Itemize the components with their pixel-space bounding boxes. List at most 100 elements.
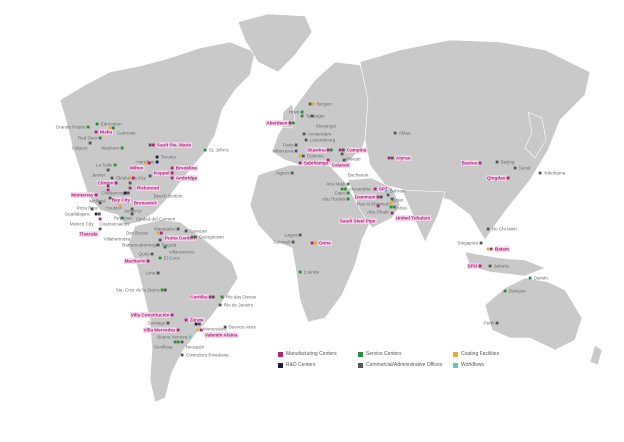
location-st-john-s[interactable]: St. John's bbox=[203, 148, 230, 153]
location-bay-city[interactable]: Bay City bbox=[106, 188, 131, 203]
location-guadalajara[interactable]: Guadalajara bbox=[64, 207, 94, 217]
location-z-rate[interactable]: Zárate bbox=[184, 318, 204, 323]
location-ho-chi-minh[interactable]: Ho Chi Minh bbox=[486, 227, 518, 232]
location-amsterdam[interactable]: Amsterdam bbox=[302, 132, 332, 137]
location-rickmond[interactable]: Rickmond bbox=[128, 176, 160, 191]
location-neuqu-n[interactable]: Neuquén bbox=[180, 340, 205, 350]
location-tananger[interactable]: Tananger bbox=[300, 114, 326, 119]
location-rio-de-janeiro[interactable]: Rio de Janeiro bbox=[218, 303, 254, 308]
location-villa-mercedes[interactable]: Villa Mercedes bbox=[144, 328, 180, 333]
location-bergen[interactable]: Bergen bbox=[308, 102, 332, 107]
location-villanueva[interactable]: Villanueva bbox=[272, 149, 298, 154]
location-brookline[interactable]: Brookline bbox=[170, 166, 198, 171]
location-atyrau[interactable]: Atyrau bbox=[387, 156, 411, 161]
location-montevideo[interactable]: Montevideo bbox=[194, 322, 227, 332]
location-campina[interactable]: Campina bbox=[338, 148, 367, 153]
location-baotou[interactable]: Baotou bbox=[462, 161, 482, 166]
location-dubai[interactable]: Dubai bbox=[389, 201, 407, 211]
location-georgetown[interactable]: Georgetown bbox=[190, 235, 225, 240]
location-ambridge[interactable]: Ambridge bbox=[170, 176, 198, 181]
location-poza-rica[interactable]: Poza Rica bbox=[77, 201, 102, 211]
location-beijing[interactable]: Beijing bbox=[495, 160, 515, 165]
location-hove[interactable]: Hove bbox=[289, 110, 304, 115]
location-spt[interactable]: SPT bbox=[373, 187, 388, 192]
location-sta-cruz-de-la-sierra[interactable]: Sta. Cruz de la Sierra bbox=[116, 288, 167, 293]
location-qingdao[interactable]: Qingdao bbox=[487, 176, 510, 181]
location-punta-card-n[interactable]: Punta Cardón bbox=[156, 231, 196, 241]
location-rio-das-ostras[interactable]: Rio das Ostras bbox=[220, 295, 257, 300]
location-qatar[interactable]: Qatar bbox=[386, 193, 404, 203]
location-curitiba[interactable]: Curitiba bbox=[190, 295, 215, 300]
location-brunswick[interactable]: Brunswick bbox=[128, 186, 158, 206]
location-abu-rudeis[interactable]: Abu Rudeis bbox=[322, 197, 350, 202]
location-weyburn[interactable]: Weyburn bbox=[101, 146, 124, 151]
location-barrancabermeja[interactable]: Barrancabermeja bbox=[122, 238, 162, 248]
location-sabi-nigo[interactable]: Sabiñánigo bbox=[298, 161, 329, 166]
location-maracaibo[interactable]: Maracaibo bbox=[154, 227, 180, 232]
location-cairo[interactable]: Cairo bbox=[335, 191, 350, 196]
location-camrose[interactable]: Camrose bbox=[108, 126, 136, 136]
location-onne[interactable]: Onne bbox=[310, 241, 331, 246]
location-spij[interactable]: SPIJ bbox=[468, 264, 482, 269]
location-dammam[interactable]: Dammam bbox=[355, 195, 383, 200]
location-luanda[interactable]: Luanda bbox=[298, 270, 320, 275]
location-bogot-[interactable]: Bogotá bbox=[156, 243, 177, 248]
location-luxembourg[interactable]: Luxembourg bbox=[304, 138, 336, 143]
location-dos-bocas[interactable]: Dos Bocas bbox=[120, 216, 149, 236]
location-clinton[interactable]: Clinton bbox=[98, 181, 118, 186]
location-sault-ste-marie[interactable]: Sault Ste. Marie bbox=[148, 143, 192, 148]
location-nisku[interactable]: Nisku bbox=[94, 130, 113, 135]
location-villa-constituci-n[interactable]: Villa Constitución bbox=[131, 313, 174, 318]
location-lima[interactable]: Lima bbox=[146, 271, 160, 276]
location-dampier[interactable]: Dampier bbox=[503, 289, 527, 294]
location-bahrain[interactable]: Bahrain bbox=[384, 189, 406, 194]
location-batam[interactable]: Batam bbox=[486, 247, 509, 252]
location-senillosa[interactable]: Senillosa bbox=[154, 340, 180, 350]
location-monterrey[interactable]: Monterrey bbox=[71, 193, 98, 198]
location-algiers[interactable]: Algiers bbox=[275, 171, 294, 176]
location-buena-ventura[interactable]: Buena Ventura bbox=[157, 335, 192, 340]
location-coatzacoalcos[interactable]: Coatzacoalcos bbox=[99, 212, 134, 227]
location-ras-al-khaimah[interactable]: Ras Al Khaimah bbox=[357, 197, 394, 207]
location-santiago[interactable]: Santiago bbox=[147, 321, 170, 326]
location-aberdeen[interactable]: Aberdeen bbox=[266, 121, 295, 126]
location-buenos-aires[interactable]: Buenos Aires bbox=[223, 325, 257, 330]
location-calgary[interactable]: Calgary bbox=[72, 141, 92, 151]
location-skawina[interactable]: Skawina bbox=[307, 148, 333, 153]
location-koppel[interactable]: Koppel bbox=[154, 171, 174, 176]
location-bucharest[interactable]: Bucharest bbox=[342, 158, 369, 178]
location-stavanger[interactable]: Stavanger bbox=[310, 114, 337, 129]
location-alexandria[interactable]: Alexandria bbox=[340, 187, 371, 192]
location-milton[interactable]: Milton bbox=[130, 161, 151, 171]
location-la-salle[interactable]: La Salle bbox=[96, 163, 117, 168]
location-mexico-city[interactable]: Mexico City bbox=[70, 212, 101, 227]
location-caracas[interactable]: Caracas bbox=[184, 229, 208, 234]
location-beech-bottom[interactable]: Beech Bottom bbox=[148, 174, 183, 199]
location-takoradi[interactable]: Takoradi bbox=[273, 240, 295, 245]
location-grande-prairie[interactable]: Grande Prairie bbox=[56, 125, 90, 130]
location-united-tubulars[interactable]: United Tubulars bbox=[390, 211, 431, 221]
location-machachi[interactable]: Machachi bbox=[125, 259, 150, 264]
location-lagos[interactable]: Lagos bbox=[285, 233, 302, 238]
location-darwin[interactable]: Darwin bbox=[528, 276, 549, 281]
location-calarasi[interactable]: Calarasi bbox=[326, 158, 350, 168]
location-el-coca[interactable]: El Coca bbox=[158, 256, 181, 261]
location-oklahoma-city[interactable]: Oklahoma City bbox=[110, 176, 147, 181]
location-valent-n-alsina[interactable]: Valentín Alsina bbox=[196, 328, 238, 338]
location-abu-dhabi[interactable]: Abu Dhabi bbox=[367, 205, 396, 215]
location-paris[interactable]: Paris bbox=[283, 143, 298, 148]
location-ploie-ti[interactable]: Ploiești bbox=[340, 152, 361, 162]
location-comodoro-rivadavia[interactable]: Comodoro Rivadavia bbox=[180, 353, 229, 358]
location-midland[interactable]: Midland bbox=[89, 184, 110, 204]
location-singapore[interactable]: Singapore bbox=[458, 241, 483, 246]
location-dalmine[interactable]: Dalmine bbox=[298, 154, 324, 159]
location-villavicencio[interactable]: Villavicencio bbox=[163, 245, 195, 255]
location-abu-madi[interactable]: Abu Madi bbox=[326, 182, 350, 187]
location-aktau[interactable]: Aktau bbox=[393, 131, 411, 136]
location-red-deer[interactable]: Red Deer bbox=[78, 136, 102, 141]
location-yokohama[interactable]: Yokohama bbox=[538, 171, 566, 176]
location-seoul[interactable]: Seoul bbox=[513, 166, 531, 171]
location-tlaxcala[interactable]: Tlaxcala bbox=[79, 217, 102, 237]
location-veracruz[interactable]: Veracruz bbox=[118, 204, 143, 214]
location-ciudad-del-carmen[interactable]: Ciudad del Carmen bbox=[130, 207, 176, 222]
